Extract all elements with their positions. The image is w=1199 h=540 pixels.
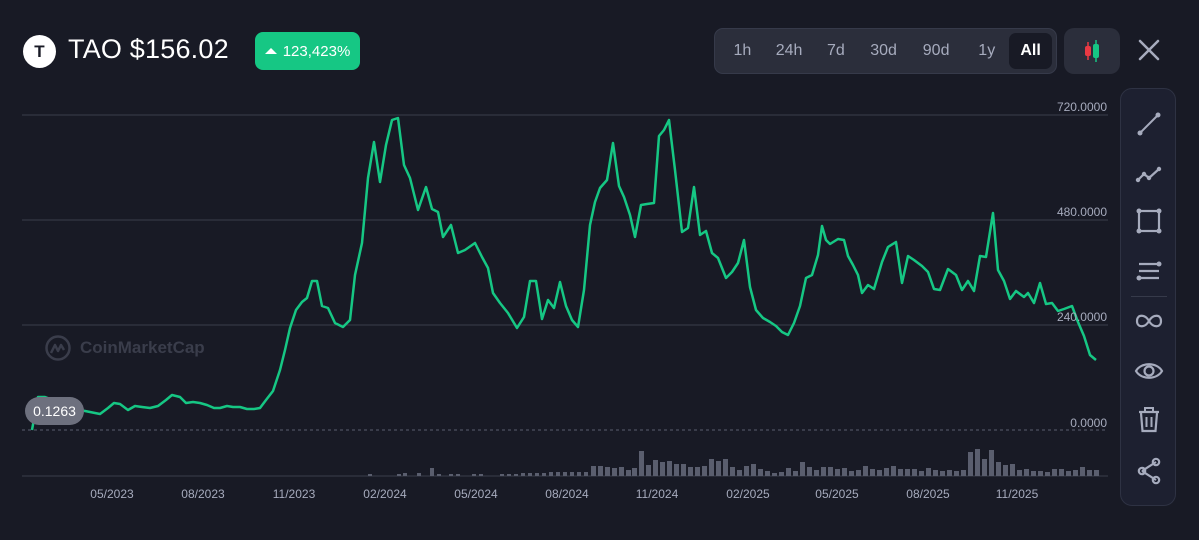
x-axis-label: 02/2025 [726,487,770,501]
page-title: TAO $156.02 [68,34,229,64]
range-all[interactable]: All [1009,33,1052,69]
y-axis-label-0: 0.0000 [1070,416,1107,430]
x-axis-label: 11/2023 [272,487,316,501]
close-icon [1138,39,1160,61]
range-90d[interactable]: 90d [922,42,950,59]
infinite-line-tool[interactable] [1121,301,1177,341]
range-1h[interactable]: 1h [733,42,752,59]
range-1y[interactable]: 1y [978,42,996,59]
x-axis-label: 11/2025 [995,487,1039,501]
close-button[interactable] [1134,35,1164,65]
y-axis-label-480: 480.0000 [1056,205,1107,219]
volume-bars [368,449,1099,476]
visibility-toggle[interactable] [1121,351,1177,391]
coinmarketcap-watermark: CoinMarketCap [44,334,205,362]
range-24h[interactable]: 24h [775,42,803,59]
polyline-tool[interactable] [1121,154,1177,194]
drawing-toolbar [1120,88,1176,506]
candlestick-chart-icon [1085,40,1099,62]
price-line [30,116,1097,431]
tao-coin-logo: T [23,35,56,68]
price-change-value: 123,423% [282,42,351,60]
triangle-up-icon [264,48,277,54]
trend-line-icon [1137,112,1161,136]
parallel-lines-tool[interactable] [1121,251,1177,291]
price-chart[interactable] [0,0,1120,540]
x-axis-label: 05/2025 [815,487,859,501]
coinmarketcap-logo-icon [45,335,71,361]
parallel-lines-icon [1136,261,1162,281]
start-price-tag: 0.1263 [25,397,84,425]
x-axis-label: 05/2024 [454,487,498,501]
header: T TAO $156.02 123,423% 1h 24h 7d 30d 90d… [0,0,1199,100]
infinity-icon [1135,314,1163,328]
range-30d[interactable]: 30d [870,42,897,59]
eye-icon [1134,363,1164,379]
share-icon [1137,457,1161,485]
candlestick-toggle-button[interactable] [1064,28,1120,74]
x-axis-label: 11/2024 [635,487,679,501]
x-axis-label: 05/2023 [90,487,134,501]
x-axis-label: 08/2024 [545,487,589,501]
rectangle-icon [1136,208,1162,234]
y-axis-label-240: 240.0000 [1056,310,1107,324]
toolbar-divider [1131,296,1167,297]
range-7d[interactable]: 7d [826,42,845,59]
rectangle-tool[interactable] [1121,201,1177,241]
share-button[interactable] [1121,451,1177,491]
trend-line-tool[interactable] [1121,104,1177,144]
delete-drawings-button[interactable] [1121,400,1177,440]
polyline-icon [1135,166,1162,183]
y-axis-label-720: 720.0000 [1056,100,1107,114]
time-range-selector: 1h 24h 7d 30d 90d 1y All [714,28,1057,74]
x-axis-label: 08/2023 [181,487,225,501]
x-axis-label: 08/2025 [906,487,950,501]
price-change-badge: 123,423% [255,32,360,70]
watermark-text: CoinMarketCap [80,338,205,357]
trash-icon [1139,407,1159,433]
x-axis-label: 02/2024 [363,487,407,501]
